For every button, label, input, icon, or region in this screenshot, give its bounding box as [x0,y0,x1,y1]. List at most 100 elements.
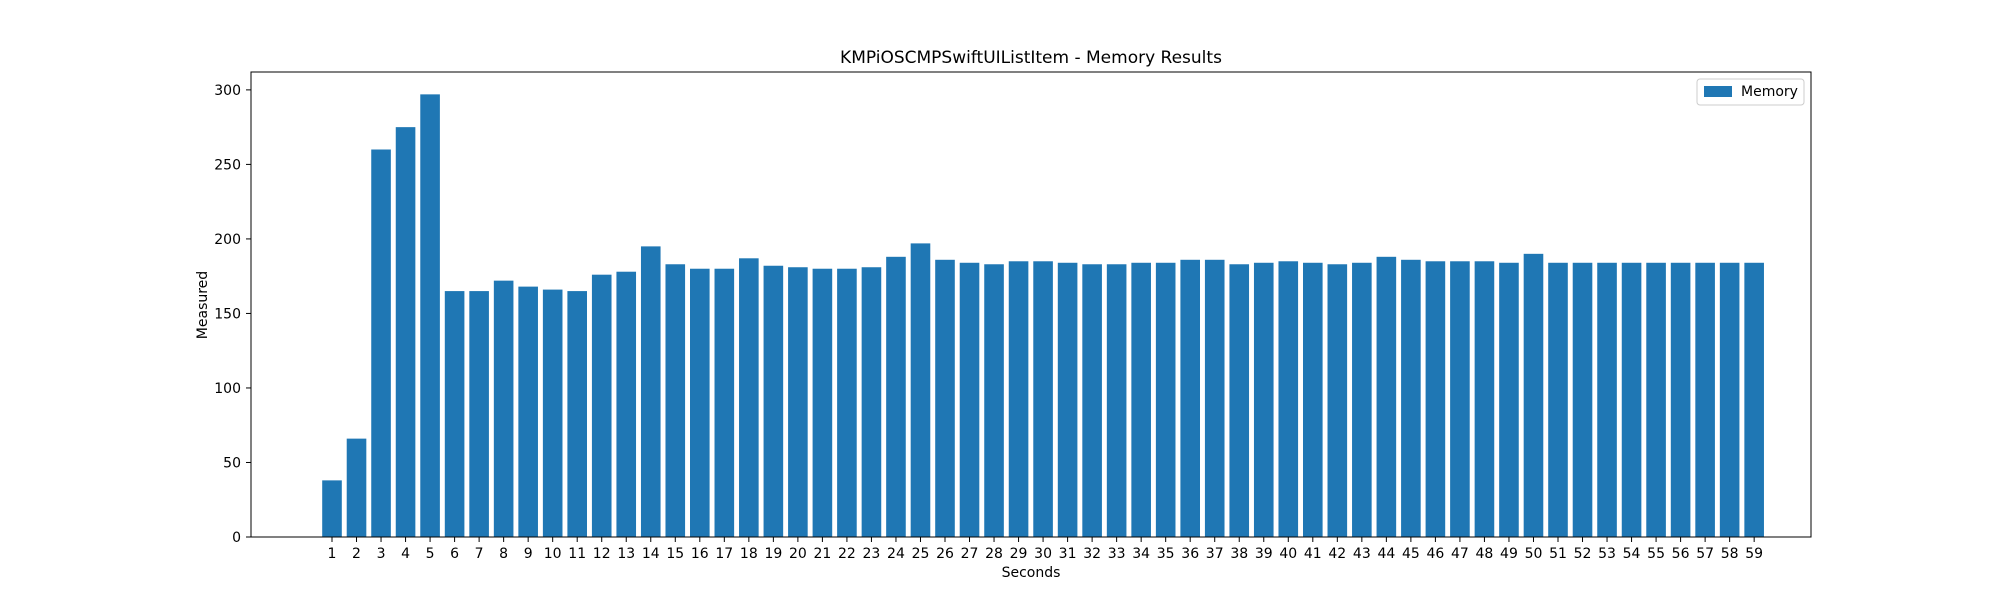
bar-39 [1253,262,1274,537]
x-tick-label: 53 [1598,546,1616,562]
bar-20 [788,267,808,537]
x-tick-label: 47 [1451,546,1469,562]
x-tick-label: 39 [1255,546,1273,562]
x-tick-label: 7 [475,546,484,562]
bar-17 [714,268,735,537]
legend-box [1696,78,1805,106]
bar-28 [984,264,1004,537]
x-tick-label: 45 [1402,546,1420,562]
y-tick-label: 0 [232,530,241,546]
x-tick-label: 27 [961,546,979,562]
x-tick-label: 58 [1721,546,1739,562]
x-tick-label: 35 [1157,546,1175,562]
bar-50 [1523,253,1544,537]
x-tick-label: 57 [1696,546,1714,562]
y-axis: 0 50 100 150 200 250 300 [214,83,251,546]
x-axis: 1 2 3 4 5 6 7 8 9 10 11 12 13 14 15 16 17 18 19 20 21 22 23 24 2… [328,537,1763,562]
bar-46 [1425,261,1446,537]
legend-label: Memory [1741,84,1798,100]
x-tick-label: 25 [912,546,930,562]
bar-10 [542,289,563,537]
bar-5 [420,94,440,538]
x-tick-label: 52 [1574,546,1592,562]
x-tick-label: 42 [1328,546,1346,562]
bar-12 [591,274,612,537]
bar-19 [763,265,784,537]
bar-42 [1327,264,1348,537]
x-tick-label: 37 [1206,546,1224,562]
bar-51 [1548,262,1568,537]
x-tick-label: 33 [1108,546,1126,562]
y-tick-label: 100 [214,381,241,397]
bar-9 [518,286,538,537]
bar-24 [886,256,906,537]
x-tick-label: 9 [524,546,533,562]
x-tick-label: 32 [1083,546,1101,562]
x-tick-label: 49 [1500,546,1518,562]
bar-11 [567,291,587,537]
bar-18 [739,258,759,537]
x-tick-label: 15 [666,546,684,562]
x-tick-label: 23 [863,546,881,562]
bar-48 [1474,261,1495,537]
x-tick-label: 29 [1010,546,1028,562]
bar-58 [1719,262,1740,537]
x-tick-label: 36 [1181,546,1199,562]
x-tick-label: 38 [1230,546,1248,562]
bar-13 [616,271,637,537]
x-tick-label: 16 [691,546,709,562]
x-tick-label: 44 [1377,546,1395,562]
bar-32 [1082,264,1102,537]
bar-16 [690,268,710,537]
x-tick-label: 46 [1426,546,1444,562]
bar-55 [1646,262,1666,537]
bar-35 [1155,262,1176,537]
x-tick-label: 43 [1353,546,1371,562]
x-axis-label: Seconds [1002,565,1061,581]
chart-title: KMPiOSCMPSwiftUIListItem - Memory Result… [840,48,1222,68]
legend-swatch [1704,86,1732,97]
bar-57 [1695,262,1715,537]
bar-34 [1131,262,1151,537]
bar-8 [493,280,514,537]
x-tick-label: 11 [568,546,586,562]
y-tick-label: 250 [214,157,241,173]
x-tick-label: 54 [1623,546,1641,562]
bar-45 [1401,259,1421,537]
bar-59 [1744,262,1764,537]
y-tick-label: 300 [214,83,241,99]
bar-54 [1621,262,1642,537]
plot-frame [250,71,1812,538]
x-tick-label: 26 [936,546,954,562]
bar-38 [1229,264,1250,537]
bar-53 [1597,262,1617,537]
x-tick-label: 30 [1034,546,1052,562]
bar-21 [812,268,833,537]
bar-23 [861,267,882,537]
bar-6 [444,291,465,537]
bar-41 [1303,262,1323,537]
y-axis-label: Measured [195,271,211,339]
x-tick-label: 31 [1059,546,1077,562]
bar-26 [935,259,955,537]
x-tick-label: 5 [426,546,435,562]
bar-3 [371,149,391,537]
bar-52 [1572,262,1593,537]
bar-33 [1106,264,1127,537]
bar-31 [1057,262,1078,537]
x-tick-label: 28 [985,546,1003,562]
bar-1 [322,480,342,537]
bar-4 [395,127,416,537]
bar-47 [1450,261,1470,537]
y-tick-label: 50 [223,455,241,471]
x-tick-label: 48 [1476,546,1494,562]
bar-30 [1033,261,1053,537]
bar-49 [1499,262,1519,537]
x-tick-label: 21 [813,546,831,562]
x-tick-label: 22 [838,546,856,562]
x-tick-label: 1 [328,546,337,562]
x-tick-label: 6 [450,546,459,562]
y-tick-label: 150 [214,306,241,322]
x-tick-label: 17 [715,546,733,562]
x-tick-label: 19 [764,546,782,562]
